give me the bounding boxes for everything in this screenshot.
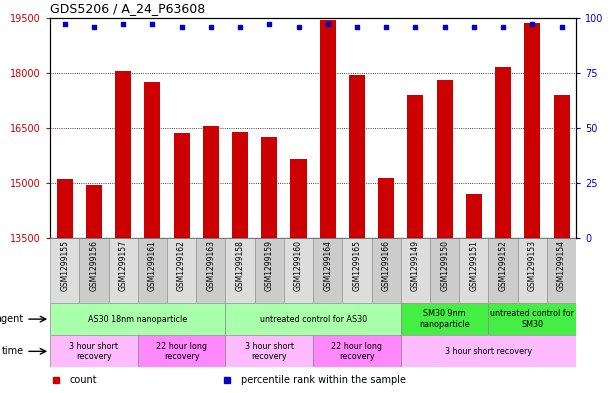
Bar — [225, 335, 313, 367]
Point — [498, 23, 508, 29]
Text: GSM1299159: GSM1299159 — [265, 240, 274, 291]
Bar — [232, 132, 248, 238]
Bar — [349, 75, 365, 238]
Point — [411, 23, 420, 29]
Bar — [203, 126, 219, 238]
Bar — [290, 159, 307, 238]
Bar — [554, 95, 569, 238]
Text: AS30 18nm nanoparticle: AS30 18nm nanoparticle — [88, 315, 188, 323]
Text: GSM1299163: GSM1299163 — [207, 240, 215, 291]
Point — [60, 21, 70, 28]
Bar — [50, 335, 138, 367]
Bar — [437, 80, 453, 238]
Bar — [524, 23, 540, 238]
Bar — [174, 134, 189, 238]
Text: GSM1299151: GSM1299151 — [469, 240, 478, 291]
Text: percentile rank within the sample: percentile rank within the sample — [241, 375, 406, 385]
Text: GSM1299154: GSM1299154 — [557, 240, 566, 291]
Bar — [401, 238, 430, 303]
Text: GSM1299158: GSM1299158 — [236, 240, 244, 291]
Bar — [138, 335, 225, 367]
Bar — [342, 238, 371, 303]
Text: GSM1299166: GSM1299166 — [382, 240, 390, 291]
Text: 3 hour short recovery: 3 hour short recovery — [445, 347, 532, 356]
Text: untreated control for
SM30: untreated control for SM30 — [491, 309, 574, 329]
Text: 22 hour long
recovery: 22 hour long recovery — [332, 342, 382, 361]
Bar — [466, 194, 482, 238]
Bar — [313, 238, 342, 303]
Bar — [401, 335, 576, 367]
Point — [469, 23, 479, 29]
Text: GSM1299156: GSM1299156 — [89, 240, 98, 291]
Text: time: time — [2, 346, 24, 356]
Point — [89, 23, 99, 29]
Bar — [489, 238, 518, 303]
Bar — [225, 238, 255, 303]
Bar — [57, 179, 73, 238]
Text: GSM1299165: GSM1299165 — [353, 240, 362, 291]
Bar — [371, 238, 401, 303]
Bar — [115, 71, 131, 238]
Point — [177, 23, 186, 29]
Bar — [495, 67, 511, 238]
Text: GDS5206 / A_24_P63608: GDS5206 / A_24_P63608 — [50, 2, 205, 15]
Point — [206, 23, 216, 29]
Bar — [196, 238, 225, 303]
Point — [381, 23, 391, 29]
Bar — [378, 178, 394, 238]
Bar — [50, 303, 225, 335]
Point — [265, 21, 274, 28]
Bar — [430, 238, 459, 303]
Point — [235, 23, 245, 29]
Point — [119, 21, 128, 28]
Bar — [459, 238, 489, 303]
Bar — [79, 238, 109, 303]
Point — [323, 21, 332, 28]
Bar — [284, 238, 313, 303]
Point — [294, 23, 304, 29]
Bar — [401, 303, 489, 335]
Text: GSM1299155: GSM1299155 — [60, 240, 69, 291]
Text: 3 hour short
recovery: 3 hour short recovery — [245, 342, 294, 361]
Point — [527, 21, 537, 28]
Text: GSM1299164: GSM1299164 — [323, 240, 332, 291]
Bar — [86, 185, 102, 238]
Bar — [144, 82, 161, 238]
Text: 22 hour long
recovery: 22 hour long recovery — [156, 342, 207, 361]
Text: SM30 9nm
nanoparticle: SM30 9nm nanoparticle — [419, 309, 470, 329]
Bar — [547, 238, 576, 303]
Text: GSM1299153: GSM1299153 — [528, 240, 537, 291]
Bar — [313, 335, 401, 367]
Text: GSM1299162: GSM1299162 — [177, 240, 186, 291]
Bar — [320, 20, 336, 238]
Text: GSM1299157: GSM1299157 — [119, 240, 128, 291]
Bar — [489, 303, 576, 335]
Text: GSM1299160: GSM1299160 — [294, 240, 303, 291]
Text: GSM1299161: GSM1299161 — [148, 240, 157, 291]
Bar — [255, 238, 284, 303]
Text: agent: agent — [0, 314, 24, 324]
Point — [440, 23, 450, 29]
Text: GSM1299152: GSM1299152 — [499, 240, 508, 291]
Bar — [167, 238, 196, 303]
Bar — [408, 95, 423, 238]
Text: 3 hour short
recovery: 3 hour short recovery — [70, 342, 119, 361]
Bar — [50, 238, 79, 303]
Point — [557, 23, 566, 29]
Text: count: count — [70, 375, 97, 385]
Text: GSM1299150: GSM1299150 — [440, 240, 449, 291]
Point — [352, 23, 362, 29]
Point — [147, 21, 157, 28]
Bar — [262, 137, 277, 238]
Bar — [109, 238, 138, 303]
Text: GSM1299149: GSM1299149 — [411, 240, 420, 291]
Bar — [138, 238, 167, 303]
Bar — [225, 303, 401, 335]
Text: untreated control for AS30: untreated control for AS30 — [260, 315, 367, 323]
Bar — [518, 238, 547, 303]
